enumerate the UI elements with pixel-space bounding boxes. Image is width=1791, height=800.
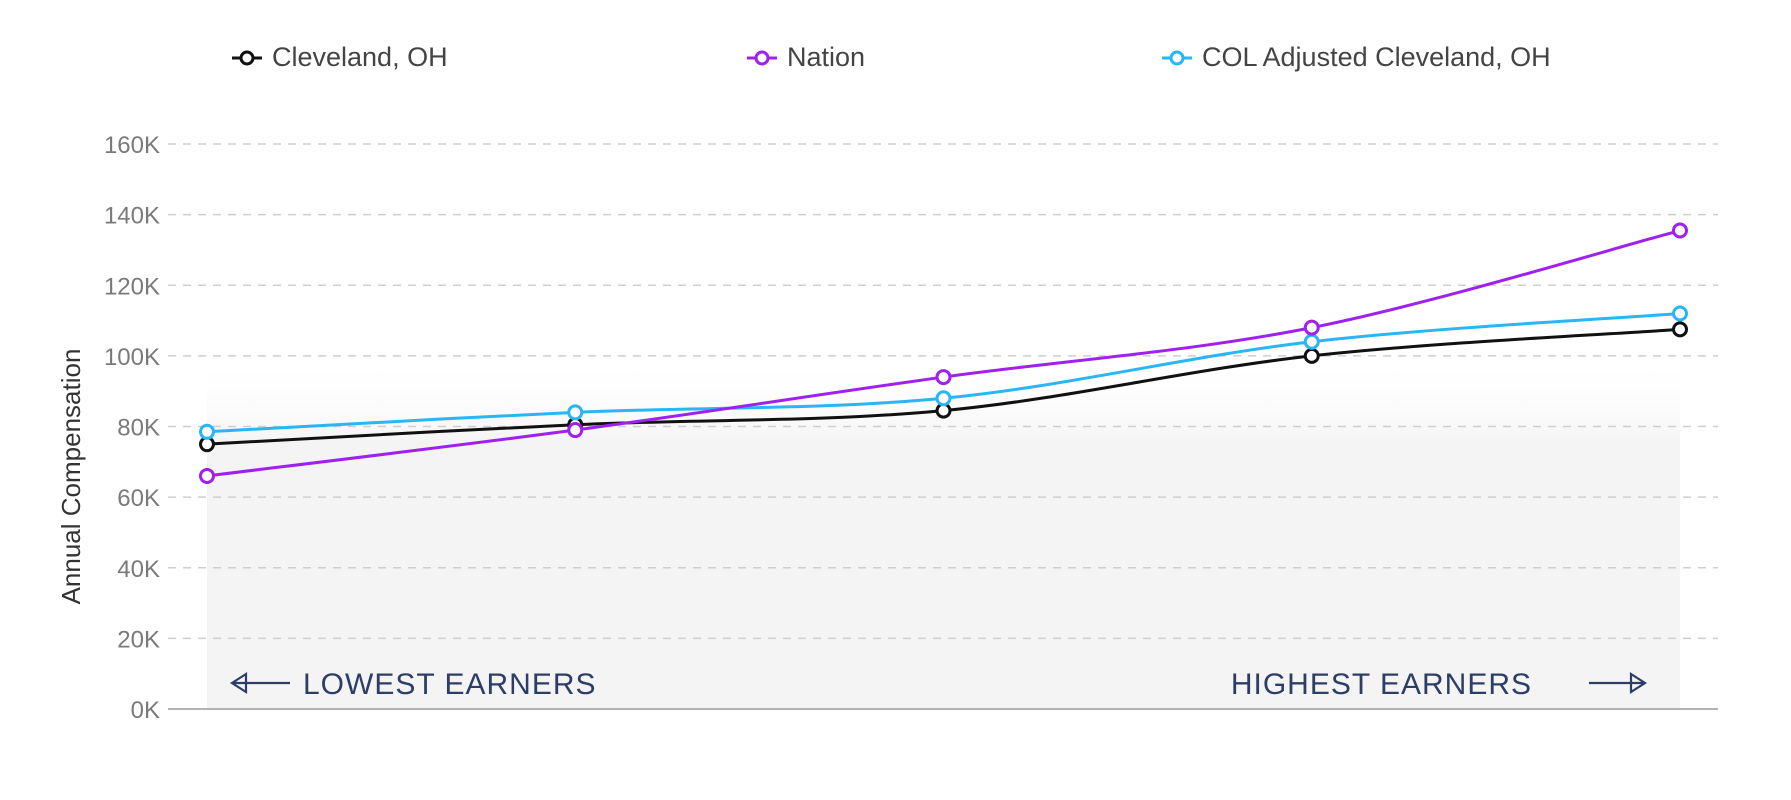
lowest-earners-label: LOWEST EARNERS — [303, 668, 597, 701]
legend-item-cleveland[interactable]: Cleveland, OH — [232, 42, 448, 73]
lowest-earners-annotation: LOWEST EARNERS — [229, 668, 597, 701]
data-point-nation[interactable] — [567, 422, 584, 439]
data-point-nation[interactable] — [199, 467, 215, 484]
data-point-nation[interactable] — [1672, 222, 1688, 239]
y-tick-label: 100K — [104, 344, 160, 371]
series — [199, 222, 1688, 484]
series-col-adjusted — [199, 305, 1688, 440]
legend-label-cleveland: Cleveland, OH — [272, 42, 448, 72]
y-tick-label: 0K — [131, 697, 160, 724]
legend-item-nation[interactable]: Nation — [747, 42, 865, 73]
grid-lines — [168, 143, 1718, 640]
legend: Cleveland, OH Nation COL Adjusted Clevel… — [0, 42, 1791, 82]
legend-marker-nation — [747, 50, 777, 65]
data-point-cleveland[interactable] — [1303, 347, 1320, 364]
y-axis-ticks: 0K 20K 40K 60K 80K 100K 120K 140K 160K — [104, 132, 160, 724]
y-tick-label: 20K — [117, 626, 160, 653]
data-point-col-adjusted[interactable] — [935, 390, 952, 407]
data-point-col-adjusted[interactable] — [567, 404, 584, 421]
arrow-left-icon — [229, 671, 290, 695]
highest-earners-label: HIGHEST EARNERS — [1231, 668, 1532, 701]
y-tick-label: 160K — [104, 132, 160, 159]
y-tick-label: 80K — [117, 415, 160, 442]
data-point-cleveland[interactable] — [1672, 321, 1688, 338]
data-point-col-adjusted[interactable] — [199, 423, 215, 440]
legend-label-col-adjusted: COL Adjusted Cleveland, OH — [1202, 42, 1551, 72]
data-point-col-adjusted[interactable] — [1303, 333, 1320, 350]
legend-label-nation: Nation — [787, 42, 866, 72]
data-point-col-adjusted[interactable] — [1672, 305, 1688, 322]
series-cleveland — [199, 321, 1688, 453]
y-axis-label: Annual Compensation — [56, 349, 86, 605]
series-nation — [199, 222, 1688, 484]
data-point-nation[interactable] — [935, 369, 952, 386]
legend-marker-cleveland — [232, 50, 262, 65]
y-tick-label: 60K — [117, 485, 160, 512]
y-tick-label: 120K — [104, 273, 160, 300]
y-tick-label: 40K — [117, 556, 160, 583]
highest-earners-annotation: HIGHEST EARNERS — [1231, 668, 1648, 701]
y-tick-label: 140K — [104, 203, 160, 230]
legend-item-col-adjusted[interactable]: COL Adjusted Cleveland, OH — [1162, 42, 1551, 73]
arrow-right-icon — [1589, 671, 1648, 695]
data-point-nation[interactable] — [1303, 319, 1320, 336]
legend-marker-col-adjusted — [1162, 50, 1192, 65]
